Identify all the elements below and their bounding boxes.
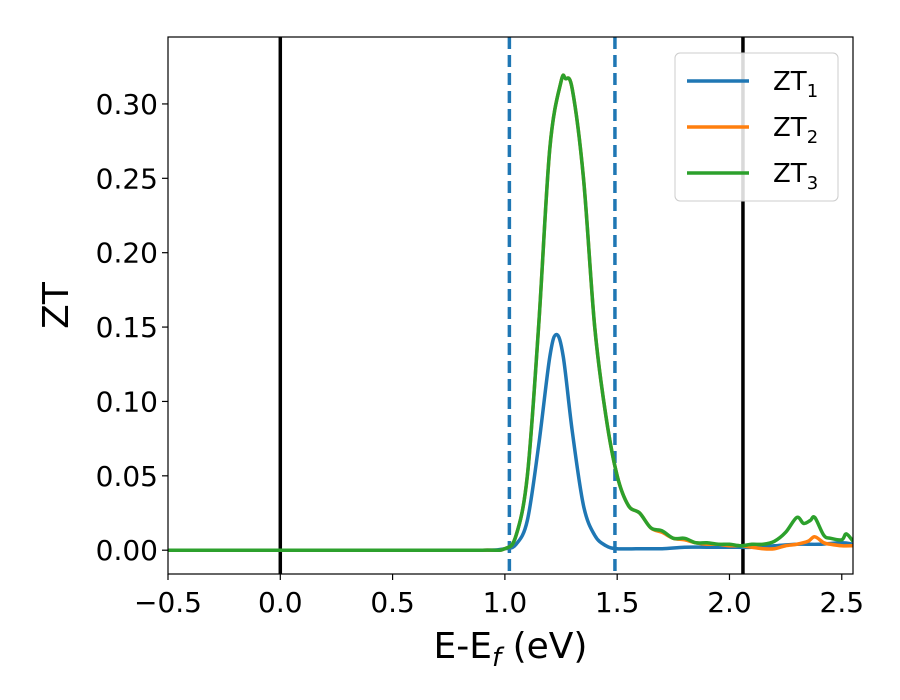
x-tick-label: 0.5 — [370, 586, 415, 619]
plot-frame — [167, 36, 854, 575]
legend-label-zt1: ZT1 — [773, 67, 818, 102]
legend-label-zt3: ZT3 — [773, 159, 818, 194]
y-tick-label: 0.05 — [96, 460, 158, 493]
legend: ZT1 ZT2 ZT3 — [674, 52, 839, 202]
x-tick-label: 2.5 — [820, 586, 865, 619]
legend-label-zt2: ZT2 — [773, 113, 818, 148]
legend-box — [674, 52, 839, 202]
x-tick-label: 1.0 — [483, 586, 528, 619]
axis-ticks: −0.5 0.0 0.5 1.0 1.5 2.0 2.5 0.00 0.05 0.10 0.15 0.… — [96, 88, 864, 619]
y-tick-label: 0.10 — [96, 385, 158, 418]
x-axis-label: E-Ef (eV) — [434, 626, 588, 673]
x-tick-label: −0.5 — [134, 586, 202, 619]
x-axis-label-main: E-E — [434, 626, 492, 667]
x-axis-label-rest: (eV) — [501, 626, 587, 667]
y-tick-label: 0.30 — [96, 88, 158, 121]
y-tick-label: 0.25 — [96, 162, 158, 195]
series-line-zt3 — [168, 73, 853, 553]
y-tick-label: 0.15 — [96, 311, 158, 344]
x-tick-label: 0.0 — [258, 586, 303, 619]
x-tick-label: 2.0 — [707, 586, 752, 619]
y-axis-label: ZT — [36, 281, 77, 329]
y-tick-label: 0.00 — [96, 534, 158, 567]
y-tick-label: 0.20 — [96, 237, 158, 270]
x-tick-label: 1.5 — [595, 586, 640, 619]
